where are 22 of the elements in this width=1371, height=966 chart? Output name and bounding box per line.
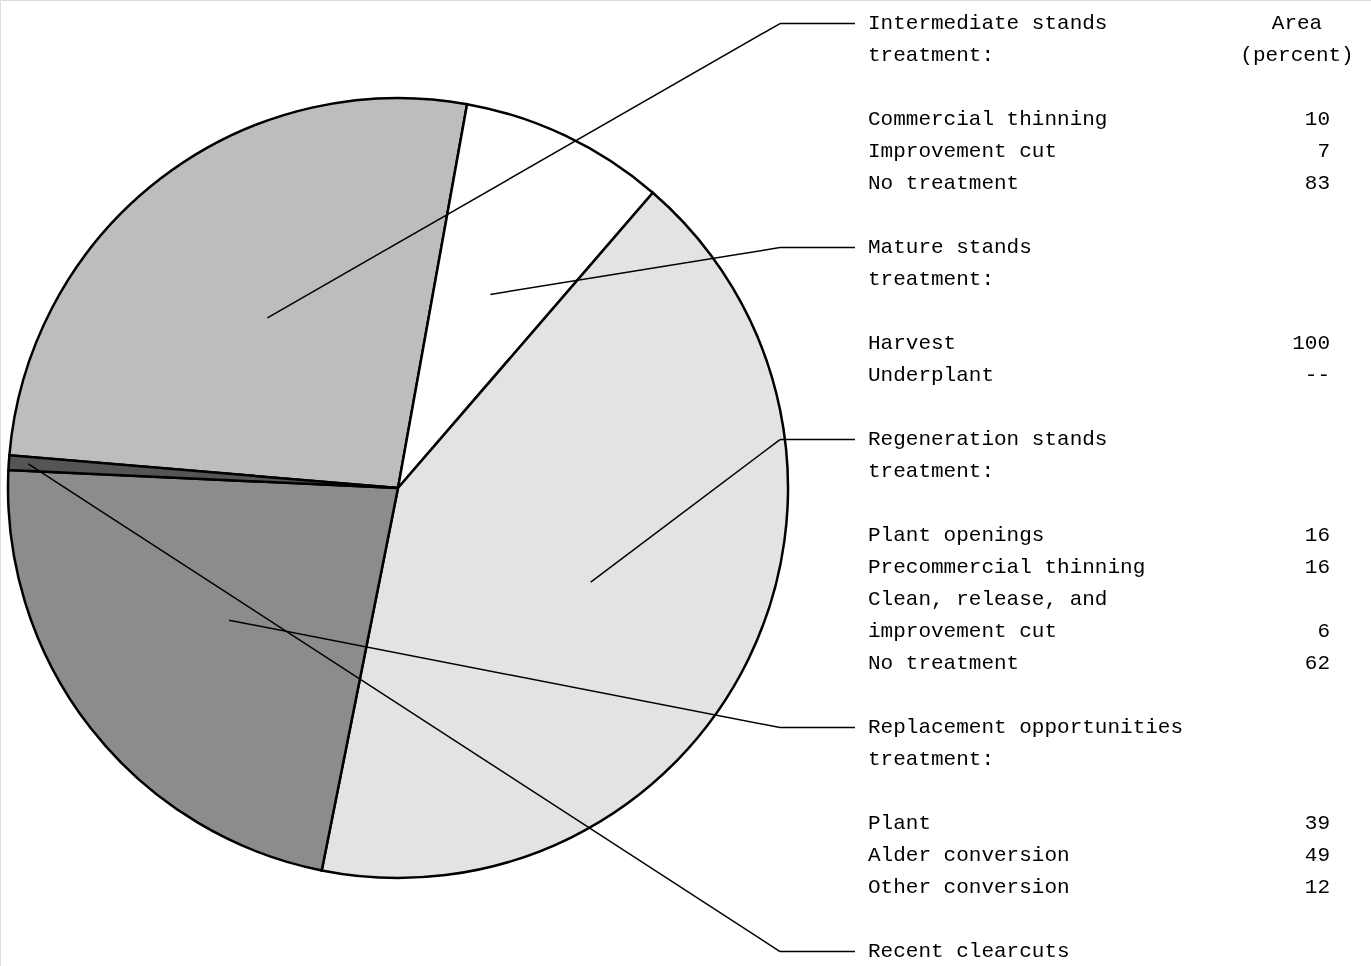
legend-label: Intermediate stands [868, 12, 1108, 35]
slice-label: Regeneration stands [868, 428, 1108, 451]
legend-label: Recent clearcuts [868, 940, 1070, 963]
text: treatment: [868, 460, 995, 483]
text: Plant 39 [868, 812, 1330, 835]
text: treatment: [868, 44, 995, 67]
text: Alder conversion 49 [868, 844, 1330, 867]
text: Other conversion 12 [868, 876, 1330, 899]
legend-label: Replacement opportunities [868, 716, 1184, 739]
text: Area (percent) [1240, 12, 1354, 67]
text: Underplant -- [868, 364, 1330, 387]
text: Precommercial thinning 16 [868, 556, 1330, 579]
text: treatment: [868, 268, 995, 291]
text: treatment: [868, 748, 995, 771]
text: No treatment 83 [868, 172, 1330, 195]
text: Commercial thinning 10 [868, 108, 1330, 131]
text: Improvement cut 7 [868, 140, 1330, 163]
text: No treatment 62 [868, 652, 1330, 675]
text: Harvest 100 [868, 332, 1330, 355]
text: Clean, release, and improvement cut 6 [868, 588, 1330, 643]
text: Plant openings 16 [868, 524, 1330, 547]
legend-label: Mature stands [868, 236, 1032, 259]
